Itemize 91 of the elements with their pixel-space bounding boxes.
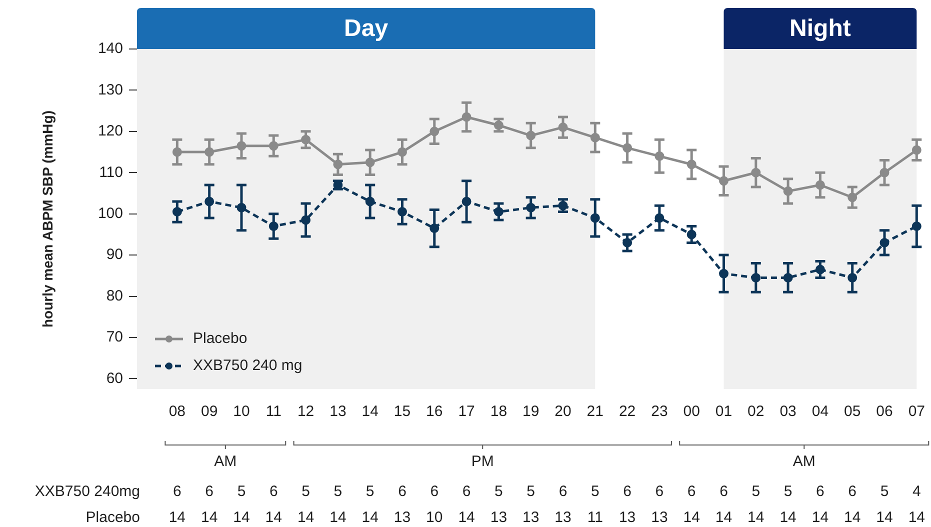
legend-label: Placebo xyxy=(193,330,248,348)
text: AM xyxy=(792,453,816,470)
x-tick-label: 05 xyxy=(844,403,861,420)
text: 14 xyxy=(458,509,475,526)
text: 14 xyxy=(683,509,700,526)
x-tick-label: 20 xyxy=(554,403,572,420)
x-tick-label: 23 xyxy=(651,403,668,420)
x-tick-label: 09 xyxy=(200,403,218,420)
x-tick-label: 04 xyxy=(812,403,829,420)
text: 14 xyxy=(844,509,861,526)
band-label: Night xyxy=(790,15,851,42)
text: 13 xyxy=(554,509,572,526)
x-tick-label: 19 xyxy=(522,403,540,420)
x-tick-label: 00 xyxy=(683,403,700,420)
x-tick-label: 21 xyxy=(586,403,604,420)
x-tick-label: 01 xyxy=(715,403,732,420)
text: XXB750 240mg xyxy=(34,483,140,500)
text: 14 xyxy=(265,509,282,526)
text: 5 xyxy=(784,483,792,500)
text: 10 xyxy=(426,509,443,526)
x-tick-label: 18 xyxy=(490,403,508,420)
text: 14 xyxy=(876,509,893,526)
text: 14 xyxy=(297,509,314,526)
text: 5 xyxy=(334,483,342,500)
x-tick-label: 11 xyxy=(266,403,282,420)
x-tick-label: 14 xyxy=(362,403,378,420)
text: 5 xyxy=(590,483,600,500)
text: 6 xyxy=(848,483,857,500)
text: 6 xyxy=(205,483,214,500)
text: 13 xyxy=(651,509,668,526)
y-axis-title: hourly mean ABPM SBP (mmHg) xyxy=(39,110,56,328)
text: 14 xyxy=(780,509,796,526)
text: 6 xyxy=(655,483,664,500)
text: 11 xyxy=(587,509,603,526)
x-tick-label: 17 xyxy=(458,403,475,420)
text: 14 xyxy=(812,509,829,526)
text: 6 xyxy=(816,483,824,500)
x-tick-label: 10 xyxy=(233,403,250,420)
text: 5 xyxy=(880,483,889,500)
y-tick-label: 120 xyxy=(98,122,123,140)
x-tick-label: 12 xyxy=(297,403,314,420)
text: 5 xyxy=(302,483,310,500)
y-tick-label: 90 xyxy=(106,246,123,264)
y-tick-label: 80 xyxy=(106,287,123,304)
x-tick-label: 03 xyxy=(780,403,796,420)
text: 6 xyxy=(558,483,568,500)
band-label: Day xyxy=(344,15,389,42)
text: 6 xyxy=(462,483,471,500)
x-tick-label: 16 xyxy=(426,403,443,420)
text: 6 xyxy=(687,483,696,500)
text: 14 xyxy=(200,509,218,526)
text: 6 xyxy=(720,483,728,500)
y-tick-label: 60 xyxy=(106,370,123,387)
text: 14 xyxy=(168,509,186,526)
x-tick-label: 02 xyxy=(748,403,764,420)
text: 13 xyxy=(394,509,411,526)
text: 5 xyxy=(366,483,374,500)
text: 13 xyxy=(618,509,636,526)
text: 5 xyxy=(494,483,503,500)
x-tick-label: 06 xyxy=(876,403,893,420)
x-tick-label: 13 xyxy=(330,403,346,420)
text: 14 xyxy=(908,509,925,526)
y-tick-label: 70 xyxy=(106,328,123,346)
text: 13 xyxy=(522,509,540,526)
text: 14 xyxy=(362,509,378,526)
text: 6 xyxy=(430,483,439,500)
x-tick-label: 07 xyxy=(908,403,925,420)
text: 5 xyxy=(237,483,246,500)
text: 6 xyxy=(173,483,182,500)
text: 4 xyxy=(912,483,921,500)
y-tick-label: 140 xyxy=(98,40,123,58)
x-tick-label: 22 xyxy=(618,403,636,420)
y-tick-label: 110 xyxy=(99,164,123,181)
y-tick-label: 100 xyxy=(98,204,123,222)
text: 14 xyxy=(748,509,764,526)
text: 5 xyxy=(526,483,536,500)
text: 6 xyxy=(398,483,406,500)
text: 5 xyxy=(752,483,760,500)
y-tick-label: 130 xyxy=(98,81,123,98)
text: PM xyxy=(471,453,494,470)
text: 14 xyxy=(715,509,732,526)
text: 6 xyxy=(623,483,632,500)
text: Placebo xyxy=(86,509,140,526)
x-tick-label: 08 xyxy=(168,403,186,420)
text: 14 xyxy=(330,509,346,526)
text: 14 xyxy=(233,509,250,526)
text: 6 xyxy=(269,483,278,500)
text: AM xyxy=(214,453,237,470)
legend-label: XXB750 240 mg xyxy=(193,357,302,374)
text: 13 xyxy=(490,509,508,526)
x-tick-label: 15 xyxy=(394,403,411,420)
